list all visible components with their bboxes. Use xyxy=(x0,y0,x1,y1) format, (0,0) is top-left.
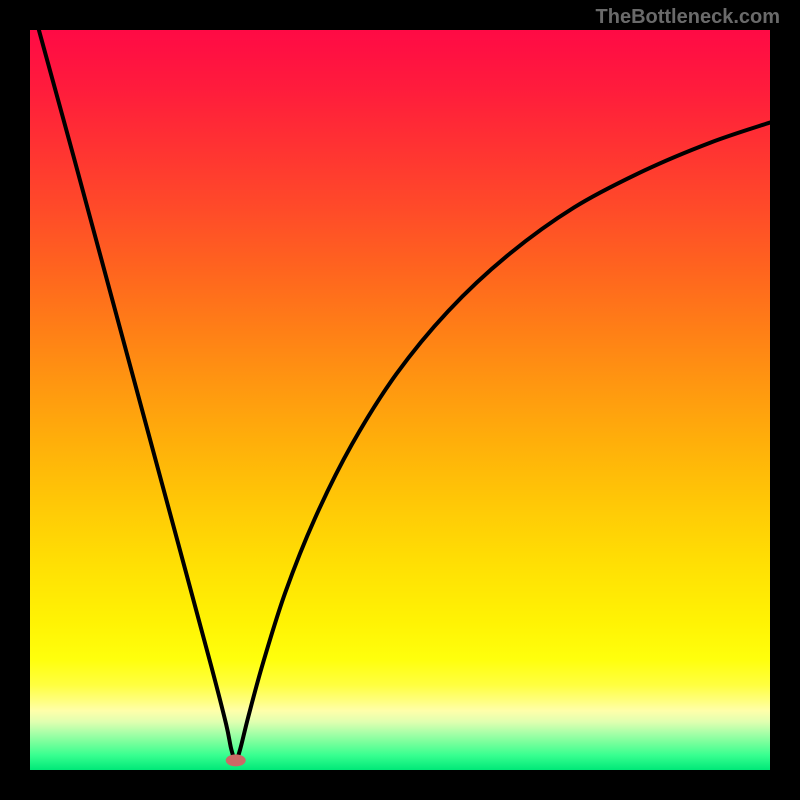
valley-marker xyxy=(226,754,246,766)
curve-layer xyxy=(30,30,770,770)
bottleneck-curve xyxy=(39,30,770,760)
chart-container: TheBottleneck.com xyxy=(0,0,800,800)
plot-area xyxy=(30,30,770,770)
watermark-text: TheBottleneck.com xyxy=(596,6,780,29)
